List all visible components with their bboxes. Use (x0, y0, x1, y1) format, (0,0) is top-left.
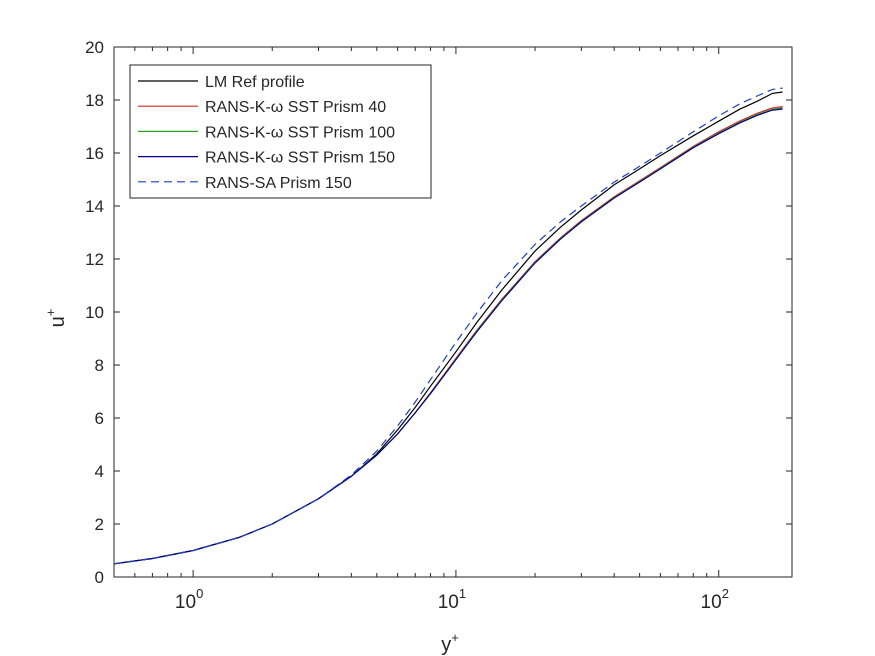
legend: LM Ref profile RANS-K-ω SST Prism 40 RANS-… (129, 64, 432, 199)
y-tick-label-5: 10 (85, 303, 104, 322)
y-tick-label-3: 6 (95, 409, 104, 428)
legend-label-5: RANS-SA Prism 150 (205, 175, 352, 192)
axes-layer: 0 2 4 6 8 10 12 14 16 18 20 100 101 102 (85, 38, 793, 613)
y-tick-label-2: 4 (95, 462, 104, 481)
y-tick-label-4: 8 (95, 356, 104, 375)
legend-label-4: RANS-K-ω SST Prism 150 (205, 150, 395, 167)
y-tick-label-8: 16 (85, 144, 104, 163)
x-tick-label-0: 100 (175, 586, 203, 613)
legend-label-1: LM Ref profile (205, 74, 305, 91)
y-axis-label: u+ (43, 309, 69, 328)
x-axis-label-base: y (441, 634, 451, 656)
legend-label-3: RANS-K-ω SST Prism 100 (205, 124, 395, 141)
y-tick-label-7: 14 (85, 197, 104, 216)
x-tick-label-2: 102 (701, 586, 729, 613)
x-axis-label-sup: + (451, 630, 459, 645)
y-tick-label-1: 2 (95, 515, 104, 534)
y-tick-label-9: 18 (85, 91, 104, 110)
y-tick-label-6: 12 (85, 250, 104, 269)
series-layer (113, 87, 783, 565)
y-tick-label-10: 20 (85, 38, 104, 57)
y-tick-label-0: 0 (95, 568, 104, 587)
y-axis-label-base: u (47, 316, 69, 327)
y-axis-label-sup: + (43, 309, 58, 317)
x-tick-label-1: 101 (438, 586, 466, 613)
legend-label-2: RANS-K-ω SST Prism 40 (205, 99, 386, 116)
x-axis-label: y+ (441, 630, 459, 656)
series-line-5 (113, 87, 783, 565)
